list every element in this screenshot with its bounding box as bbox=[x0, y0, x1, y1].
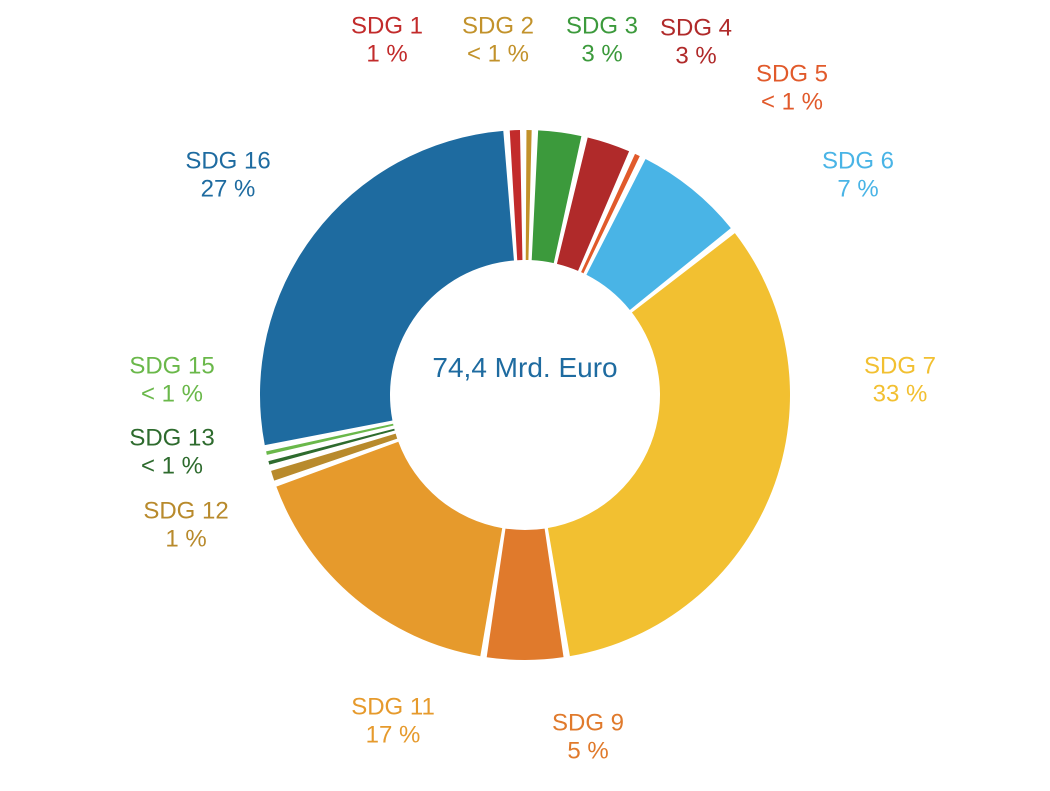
slice-sdg-2 bbox=[526, 130, 532, 260]
donut-chart: 74,4 Mrd. Euro SDG 11 %SDG 2< 1 %SDG 33 … bbox=[0, 0, 1050, 791]
slice-sdg-16 bbox=[260, 131, 514, 445]
slice-sdg-11 bbox=[276, 442, 502, 656]
slice-sdg-7 bbox=[548, 233, 790, 656]
donut-svg bbox=[0, 0, 1050, 791]
